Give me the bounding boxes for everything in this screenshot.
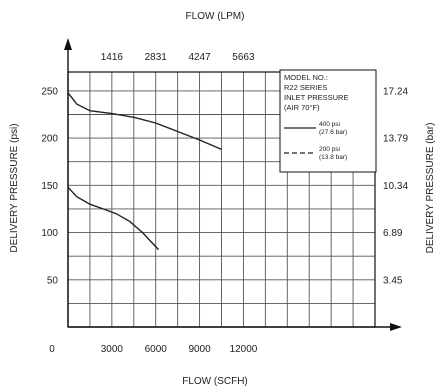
x-tick-label: 3000 (101, 344, 124, 355)
top-axis-title: FLOW (LPM) (186, 11, 245, 22)
x-tick-label: 0 (49, 344, 55, 355)
legend-box (279, 69, 377, 173)
y-axis-arrow (64, 38, 72, 50)
right-tick-label: 6.89 (383, 228, 403, 239)
legend-entry-2-line-1: 200 psi (319, 146, 340, 153)
y-tick-label: 100 (41, 228, 58, 239)
series-line-2 (67, 186, 160, 251)
right-tick-label: 13.79 (383, 134, 408, 145)
y-tick-label: 150 (41, 181, 58, 192)
right-tick-labels: 3.45 6.89 10.34 13.79 17.24 (383, 86, 408, 286)
x-tick-label: 9000 (188, 344, 211, 355)
legend-entry-1-line-2: (27.6 bar) (319, 129, 347, 136)
right-tick-label: 3.45 (383, 275, 403, 286)
x-tick-label: 6000 (145, 344, 168, 355)
top-tick-labels: 1416 2831 4247 5663 (101, 52, 255, 63)
y-tick-label: 200 (41, 134, 58, 145)
top-tick-label: 2831 (145, 52, 168, 63)
x-axis-title: FLOW (SCFH) (182, 376, 248, 387)
y-tick-labels: 50 100 150 200 250 (41, 86, 58, 286)
right-axis-title: DELIVERY PRESSURE (bar) (425, 123, 436, 254)
y-tick-label: 250 (41, 86, 58, 97)
legend-title-line-1: MODEL NO.: (284, 73, 328, 82)
legend-title-line-4: (AIR 70°F) (284, 103, 320, 112)
y-tick-label: 50 (47, 275, 59, 286)
top-tick-label: 5663 (232, 52, 255, 63)
right-tick-label: 17.24 (383, 86, 408, 97)
series-group (67, 92, 222, 251)
top-tick-label: 4247 (188, 52, 211, 63)
x-axis-arrow (390, 323, 402, 331)
series-line-1 (67, 92, 222, 151)
x-tick-label: 12000 (230, 344, 258, 355)
legend-entry-2-line-2: (13.8 bar) (319, 154, 347, 161)
legend-entry-1-line-1: 400 psi (319, 121, 340, 128)
right-tick-label: 10.34 (383, 181, 408, 192)
y-axis-title: DELIVERY PRESSURE (psi) (9, 123, 20, 252)
legend-title-line-2: R22 SERIES (284, 83, 327, 92)
legend-title-line-3: INLET PRESSURE (284, 93, 348, 102)
x-tick-labels: 0 3000 6000 9000 12000 (49, 344, 258, 355)
top-tick-label: 1416 (101, 52, 124, 63)
